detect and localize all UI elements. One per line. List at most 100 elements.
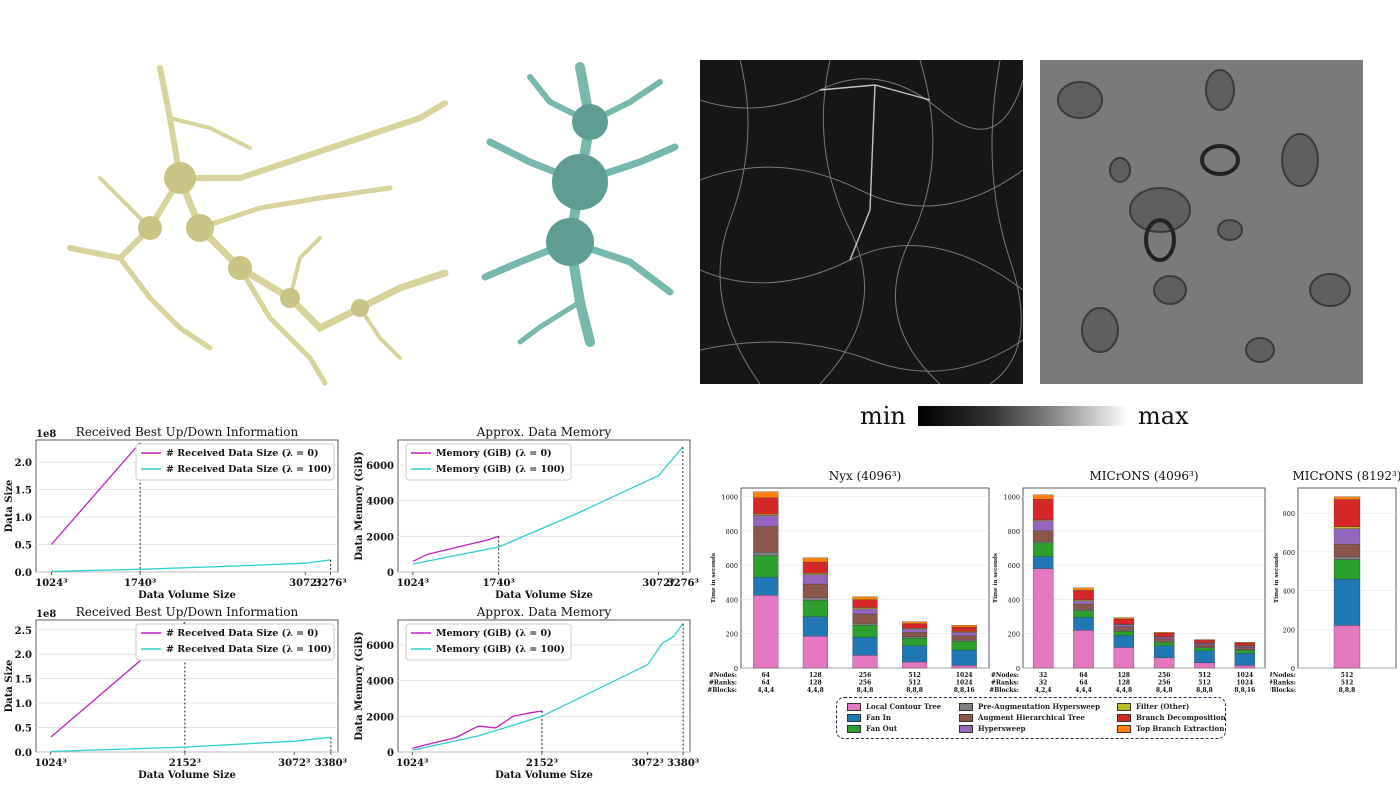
chart-title: MICrONS (8192³) [1292, 469, 1400, 483]
bar-segment [1194, 650, 1215, 664]
bar-segment [1073, 610, 1094, 618]
legend-box [135, 443, 335, 481]
bar-segment [1234, 642, 1256, 644]
bar-segment [1113, 629, 1135, 632]
bar-segment [1113, 635, 1135, 648]
bar-segment [1073, 587, 1094, 591]
bar-segment [852, 599, 878, 608]
x-tick-label: 3276³ [667, 578, 699, 589]
bar-segment [951, 665, 977, 669]
bar-segment [1153, 636, 1175, 640]
y-tick-label: 0.0 [15, 748, 32, 759]
bar-segment [1194, 644, 1215, 648]
bar-segment [753, 555, 779, 578]
stage-legend-item: Fan Out [847, 724, 897, 733]
bar-segment [852, 654, 878, 669]
bar-segment [1032, 494, 1054, 500]
config-header: #Nodes: [1270, 672, 1296, 679]
bar-segment [1073, 630, 1094, 669]
config-label: 64 [762, 672, 770, 679]
y-tick-label: 0 [1291, 665, 1295, 673]
bar-segment [1113, 617, 1135, 620]
y-tick-label: 2000 [366, 532, 394, 543]
config-label: 8,8,16 [1234, 687, 1255, 694]
bar-segment [1073, 590, 1094, 600]
stage-legend-swatch [847, 725, 861, 733]
config-label: 8,8,8 [906, 687, 923, 694]
config-header: #Ranks: [1270, 680, 1296, 687]
bar-segment [1234, 653, 1256, 666]
y-axis-label: Data Memory (GiB) [354, 631, 365, 740]
config-label: 8,8,16 [954, 687, 975, 694]
y-axis-label: Time in seconds [1274, 553, 1280, 603]
y-tick-label: 0 [1016, 665, 1020, 673]
bar-segment [951, 641, 977, 651]
y-tick-label: 2.0 [15, 650, 32, 661]
bar-segment [753, 552, 779, 556]
config-header: #Blocks: [1270, 687, 1296, 694]
stage-legend-label: Fan In [866, 713, 892, 722]
bar-segment [852, 623, 878, 626]
y-tick-label: 400 [1008, 596, 1020, 604]
bar-segment [1032, 520, 1054, 532]
stage-legend-swatch [1117, 714, 1131, 722]
legend-label: Memory (GiB) (λ = 100) [436, 644, 565, 655]
y-tick-label: 800 [1008, 528, 1020, 536]
bar-segment [1333, 528, 1361, 545]
x-tick-label: 1740³ [483, 578, 515, 589]
x-tick-label: 1024³ [397, 578, 429, 589]
bar-segment [1333, 496, 1361, 500]
microns-em-slice [1040, 60, 1363, 384]
config-header: #Ranks: [991, 680, 1019, 687]
y-tick-label: 400 [726, 596, 738, 604]
bar-segment [1333, 559, 1361, 580]
x-axis-label: Data Volume Size [495, 770, 593, 781]
bar-segment [802, 574, 828, 585]
y-tick-label: 200 [726, 631, 738, 639]
y-axis-label: Time in seconds [711, 553, 717, 603]
config-label: 64 [762, 680, 770, 687]
bar-segment [753, 491, 779, 498]
y-axis-label: Data Memory (GiB) [354, 451, 365, 560]
chart-title: Received Best Up/Down Information [76, 605, 299, 619]
bar-segment [1333, 526, 1361, 529]
config-label: 4,2,4 [1035, 687, 1052, 694]
config-label: 512 [908, 680, 921, 687]
stage-legend-label: Branch Decomposition [1136, 713, 1226, 722]
bar-segment [1153, 641, 1175, 643]
stage-legend-item: Branch Decomposition [1117, 713, 1226, 722]
bar-segment [852, 636, 878, 656]
y-tick-label: 0 [387, 568, 394, 579]
stage-legend-item: Local Contour Tree [847, 702, 941, 711]
bar-segment [902, 637, 928, 646]
x-tick-label: 3380³ [667, 758, 699, 769]
colorbar-max-label: max [1138, 402, 1189, 430]
config-label: 512 [1341, 680, 1354, 687]
bar-segment [1194, 643, 1215, 646]
stage-legend-label: Fan Out [866, 724, 898, 733]
config-header: #Nodes: [709, 672, 737, 679]
y-tick-label: 0 [734, 665, 738, 673]
bar-segment [951, 639, 977, 642]
plot-area [1022, 487, 1266, 669]
config-label: 256 [859, 680, 872, 687]
bar-segment [1234, 647, 1256, 650]
y-tick-label: 0.5 [15, 724, 32, 735]
legend-label: # Received Data Size (λ = 0) [166, 448, 318, 459]
x-tick-label: 3072³ [289, 578, 321, 589]
bar-segment [902, 623, 928, 629]
x-tick-label: 3072³ [278, 758, 310, 769]
bar-segment [1194, 640, 1215, 644]
bar-segment [1333, 543, 1361, 557]
chart-title: Received Best Up/Down Information [76, 425, 299, 439]
y-tick-label: 0.0 [15, 568, 32, 579]
chart-title: Nyx (4096³) [829, 469, 902, 483]
stage-legend-item: Augment Hierarchical Tree [959, 713, 1085, 722]
bar-segment [902, 621, 928, 624]
x-tick-label: 3276³ [314, 578, 346, 589]
stage-legend-swatch [847, 714, 861, 722]
y-tick-label: 200 [1008, 631, 1020, 639]
config-header: #Blocks: [707, 687, 737, 694]
config-label: 64 [1079, 672, 1087, 679]
bar-segment [753, 497, 779, 515]
